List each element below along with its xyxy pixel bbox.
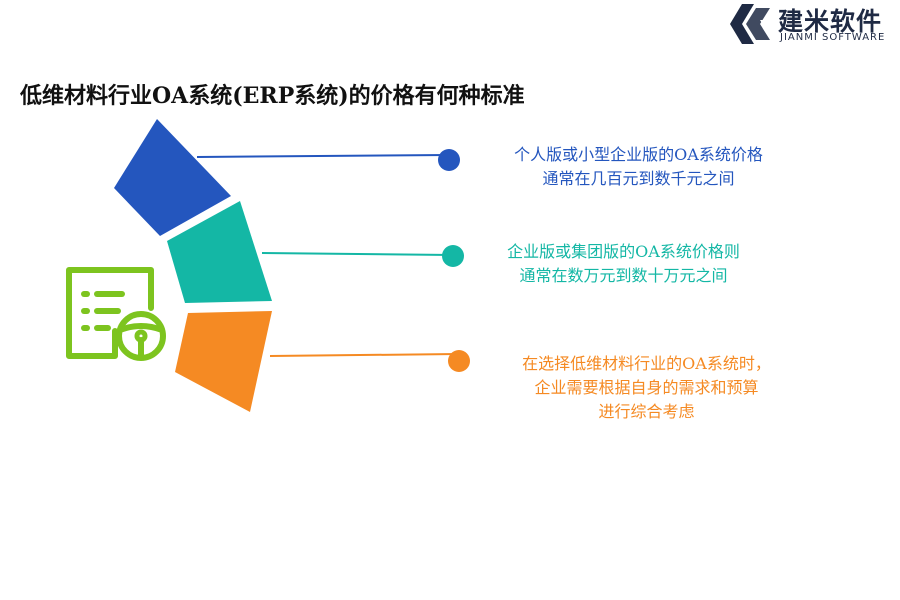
item-text-1: 个人版或小型企业版的OA系统价格 通常在几百元到数千元之间 (466, 143, 811, 191)
page-title: 低维材料行业OA系统(ERP系统)的价格有何种标准 (20, 83, 525, 109)
connector-line-2 (261, 252, 453, 256)
document-steering-wheel-icon (66, 267, 166, 361)
bullet-dot-3 (448, 350, 470, 372)
item-text-3: 在选择低维材料行业的OA系统时， 企业需要根据自身的需求和预算 进行综合考虑 (484, 352, 809, 424)
connector-line-3 (269, 353, 459, 357)
item-2-line-2: 通常在数万元到数十万元之间 (519, 266, 728, 285)
brand-logo: 建米软件 JIANMI SOFTWARE (726, 2, 898, 46)
item-text-2: 企业版或集团版的OA系统价格则 通常在数万元到数十万元之间 (466, 240, 781, 288)
brand-name-en: JIANMI SOFTWARE (780, 32, 886, 43)
brand-name: 建米软件 (778, 7, 883, 36)
bullet-dot-2 (442, 245, 464, 267)
segment-blue (114, 119, 231, 236)
bullet-dot-1 (438, 149, 460, 171)
brand-mark-icon (730, 4, 772, 44)
item-2-line-1: 企业版或集团版的OA系统价格则 (507, 242, 740, 261)
item-3-line-1: 在选择低维材料行业的OA系统时， (522, 354, 771, 373)
item-1-line-1: 个人版或小型企业版的OA系统价格 (514, 145, 763, 164)
connector-line-1 (196, 154, 449, 158)
item-1-line-2: 通常在几百元到数千元之间 (542, 169, 735, 188)
segment-teal (167, 201, 272, 303)
item-3-line-2: 企业需要根据自身的需求和预算 (534, 378, 759, 397)
item-3-line-3: 进行综合考虑 (598, 402, 695, 421)
segment-orange (175, 311, 272, 412)
